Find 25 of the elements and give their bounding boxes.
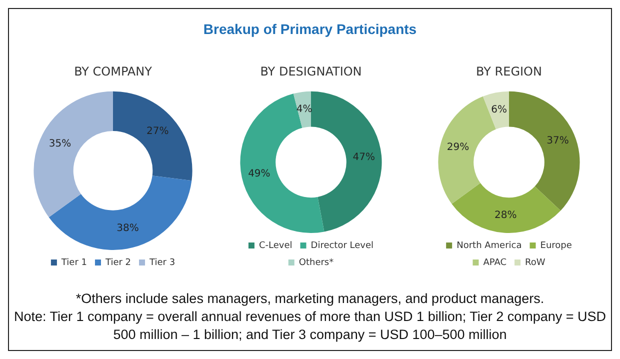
- data-label: 35%: [48, 138, 72, 150]
- data-label: 47%: [352, 152, 375, 163]
- legend-label: Director Level: [310, 240, 374, 251]
- chart-title: BY REGION: [476, 64, 542, 78]
- legend-label: C-Level: [258, 240, 292, 251]
- data-label: 6%: [491, 104, 507, 116]
- legend-label: APAC: [483, 258, 507, 268]
- text: Breakup of Primary Participants: [202, 21, 418, 37]
- legend-label: RoW: [525, 258, 546, 268]
- legend-label: North America: [456, 240, 522, 251]
- data-label: 29%: [446, 142, 470, 153]
- legend-label: Tier 1: [60, 258, 87, 268]
- data-label: 28%: [494, 210, 517, 221]
- data-label: 27%: [146, 126, 169, 137]
- chart-title: BY COMPANY: [74, 64, 153, 78]
- legend-label: Tier 3: [148, 258, 176, 268]
- data-label: 38%: [116, 222, 139, 234]
- legend-label: Tier 2: [104, 258, 132, 268]
- chart-title: BY DESIGNATION: [260, 64, 362, 78]
- legend-label: Europe: [540, 240, 572, 251]
- legend-label: Others*: [298, 258, 334, 268]
- data-label: 49%: [248, 168, 270, 180]
- text: *Others include sales managers, marketing managers, and product managers.: [74, 290, 546, 308]
- data-label: 37%: [546, 136, 569, 147]
- text: Note: Tier 1 company = overall annual revenues of more than USD 1 billion; Tier 2 company = USD 500 million – 1 billion; and Tier 3 company = USD 100–500 million: [13, 308, 607, 344]
